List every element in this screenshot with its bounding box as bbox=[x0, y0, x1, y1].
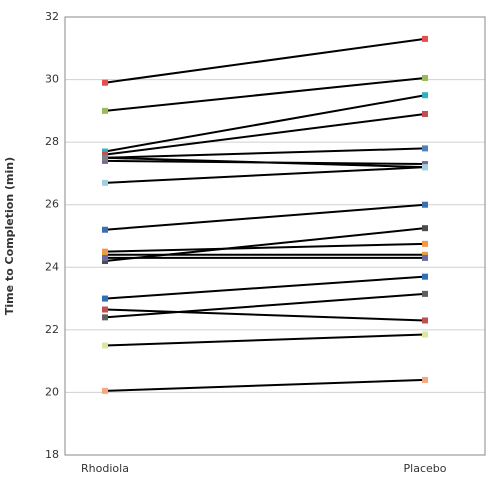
pair-line bbox=[104, 275, 426, 300]
marker bbox=[422, 251, 428, 258]
marker bbox=[422, 376, 428, 383]
marker bbox=[102, 148, 108, 155]
y-axis-label: Time to Completion (min) bbox=[3, 157, 16, 315]
marker bbox=[422, 92, 428, 99]
x-tick-label: Rhodiola bbox=[81, 462, 129, 475]
y-tick-label: 18 bbox=[45, 448, 59, 461]
marker bbox=[422, 35, 428, 42]
marker bbox=[102, 79, 108, 86]
pair-line bbox=[104, 147, 426, 159]
marker bbox=[422, 290, 428, 297]
pair-line bbox=[104, 37, 426, 84]
x-tick-label: Placebo bbox=[404, 462, 447, 475]
y-tick-label: 20 bbox=[45, 385, 59, 398]
marker bbox=[102, 154, 108, 161]
marker bbox=[422, 201, 428, 208]
y-tick-label: 24 bbox=[45, 260, 59, 273]
marker bbox=[422, 225, 428, 232]
marker bbox=[422, 254, 428, 261]
marker bbox=[422, 331, 428, 338]
y-tick-label: 28 bbox=[45, 135, 59, 148]
marker bbox=[102, 251, 108, 258]
y-tick-label: 26 bbox=[45, 198, 59, 211]
y-tick-label: 22 bbox=[45, 323, 59, 336]
marker bbox=[102, 314, 108, 321]
pair-line bbox=[104, 292, 426, 319]
marker bbox=[422, 240, 428, 247]
marker bbox=[422, 161, 428, 168]
pair-line bbox=[104, 156, 426, 169]
marker bbox=[422, 317, 428, 324]
marker bbox=[102, 157, 108, 164]
pair-line bbox=[104, 333, 426, 347]
marker bbox=[422, 145, 428, 152]
pair-line bbox=[104, 203, 426, 231]
marker bbox=[102, 342, 108, 349]
marker bbox=[102, 295, 108, 302]
marker bbox=[102, 254, 108, 261]
marker bbox=[102, 387, 108, 394]
marker bbox=[102, 258, 108, 265]
pair-line bbox=[104, 308, 426, 322]
marker bbox=[422, 75, 428, 82]
marker bbox=[102, 248, 108, 255]
pair-line bbox=[104, 77, 426, 112]
y-tick-label: 30 bbox=[45, 73, 59, 86]
pair-line bbox=[104, 378, 426, 392]
marker bbox=[102, 306, 108, 313]
marker bbox=[102, 179, 108, 186]
marker bbox=[422, 164, 428, 171]
plot-border bbox=[64, 16, 486, 456]
y-tick-label: 32 bbox=[45, 10, 59, 23]
marker bbox=[102, 107, 108, 114]
pair-line bbox=[104, 242, 426, 253]
pair-line bbox=[104, 112, 426, 156]
pair-line bbox=[104, 166, 426, 184]
pair-line bbox=[104, 94, 426, 153]
marker bbox=[422, 110, 428, 117]
marker bbox=[422, 273, 428, 280]
marker bbox=[102, 151, 108, 158]
marker bbox=[102, 226, 108, 233]
